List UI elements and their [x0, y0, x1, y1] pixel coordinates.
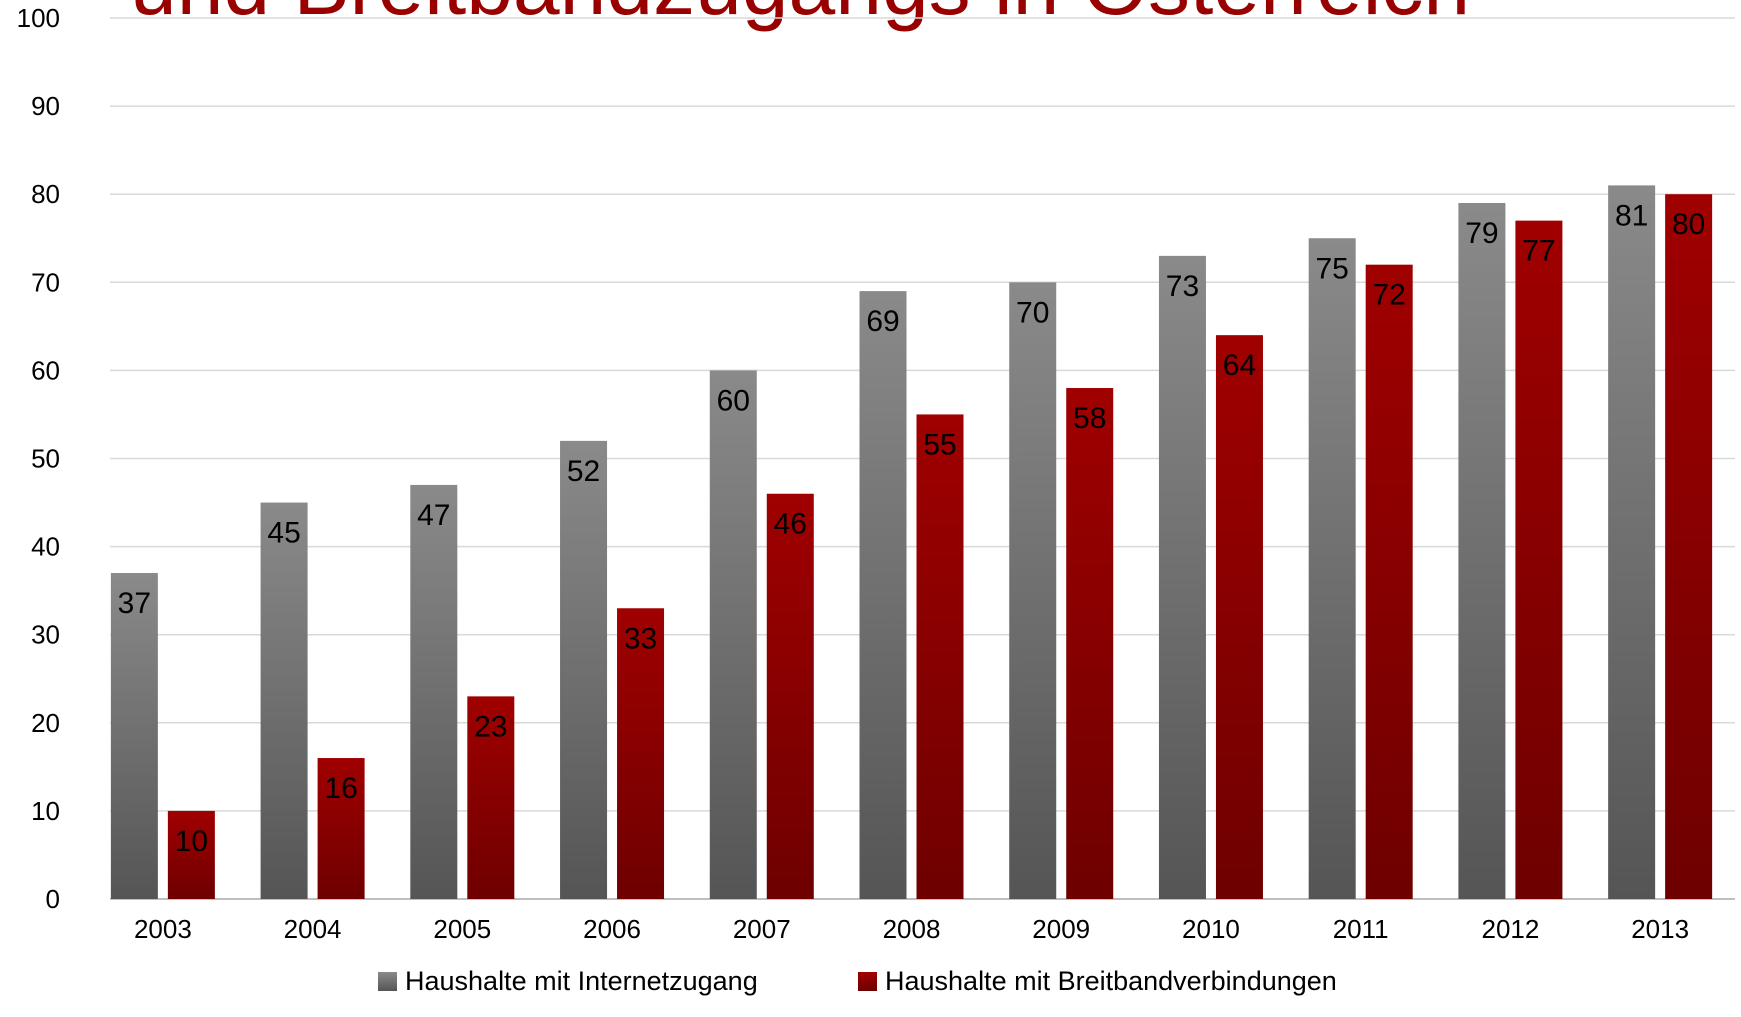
bar-broadband-2006 [617, 608, 665, 899]
data-label: 33 [624, 622, 657, 655]
y-tick-label: 90 [31, 91, 60, 121]
data-labels: 37 10 45 16 47 23 52 33 60 46 69 55 70 58 73 64 75 72 79 77… [118, 199, 1706, 858]
x-tick-label: 2013 [1631, 914, 1689, 944]
x-tick-label: 2005 [433, 914, 491, 944]
bar-internet-2012 [1458, 203, 1506, 899]
bar-internet-2011 [1308, 238, 1356, 899]
bar-broadband-2013 [1665, 194, 1713, 899]
x-axis: 2003 2004 2005 2006 2007 2008 2009 2010 2011 2012… [134, 914, 1689, 944]
x-tick-label: 2003 [134, 914, 192, 944]
bar-internet-2008 [859, 291, 907, 899]
data-label: 70 [1016, 296, 1049, 329]
data-label: 52 [567, 455, 600, 488]
legend-swatch [378, 972, 397, 991]
data-label: 72 [1372, 279, 1405, 312]
data-label: 60 [717, 384, 750, 417]
data-label: 37 [118, 587, 151, 620]
x-tick-label: 2006 [583, 914, 641, 944]
y-tick-label: 100 [17, 3, 60, 33]
bar-internet-2010 [1158, 255, 1206, 899]
bar-internet-2006 [560, 440, 608, 899]
x-tick-label: 2007 [733, 914, 791, 944]
bar-internet-2009 [1009, 282, 1057, 899]
x-tick-label: 2012 [1481, 914, 1539, 944]
x-tick-label: 2004 [284, 914, 342, 944]
y-tick-label: 40 [31, 532, 60, 562]
x-tick-label: 2008 [883, 914, 941, 944]
bar-broadband-2004 [317, 758, 365, 899]
legend: Haushalte mit Internetzugang Haushalte mi… [378, 966, 1337, 996]
data-label: 80 [1672, 208, 1705, 241]
bar-internet-2005 [410, 484, 458, 899]
y-tick-label: 20 [31, 708, 60, 738]
data-label: 55 [923, 428, 956, 461]
bar-internet-2013 [1608, 185, 1656, 899]
y-tick-label: 70 [31, 267, 60, 297]
y-tick-label: 10 [31, 796, 60, 826]
bar-broadband-2005 [467, 696, 515, 899]
data-label: 46 [774, 508, 807, 541]
data-label: 73 [1166, 270, 1199, 303]
y-tick-label: 50 [31, 444, 60, 474]
data-label: 69 [866, 305, 899, 338]
legend-label: Haushalte mit Internetzugang [405, 966, 758, 996]
data-label: 64 [1223, 349, 1256, 382]
data-label: 81 [1615, 199, 1648, 232]
legend-label: Haushalte mit Breitbandverbindungen [885, 966, 1337, 996]
x-tick-label: 2010 [1182, 914, 1240, 944]
x-tick-label: 2011 [1333, 914, 1389, 944]
y-tick-label: 30 [31, 620, 60, 650]
bar-broadband-2012 [1515, 220, 1563, 899]
x-tick-label: 2009 [1032, 914, 1090, 944]
bar-broadband-2008 [916, 414, 964, 899]
legend-swatch [858, 972, 877, 991]
data-label: 16 [324, 772, 357, 805]
bar-internet-2004 [260, 502, 308, 899]
data-label: 75 [1315, 252, 1348, 285]
chart-title: und Breitbandzugangs in Österreich [130, 0, 1470, 30]
data-label: 58 [1073, 402, 1106, 435]
bar-broadband-2011 [1365, 264, 1413, 899]
bars [110, 185, 1713, 899]
data-label: 77 [1522, 235, 1555, 268]
data-label: 10 [175, 825, 208, 858]
bar-internet-2007 [709, 370, 757, 899]
data-label: 79 [1465, 217, 1498, 250]
y-tick-label: 0 [46, 884, 60, 914]
bar-broadband-2007 [766, 493, 814, 899]
y-tick-label: 80 [31, 179, 60, 209]
data-label: 47 [417, 499, 450, 532]
bar-broadband-2009 [1066, 388, 1114, 899]
bar-broadband-2010 [1215, 335, 1263, 899]
bar-broadband-2003 [167, 810, 215, 899]
y-tick-label: 60 [31, 355, 60, 385]
data-label: 45 [267, 517, 300, 550]
data-label: 23 [474, 710, 507, 743]
y-axis: 0 10 20 30 40 50 60 70 80 90 100 [17, 3, 60, 914]
bar-internet-2003 [110, 573, 158, 899]
